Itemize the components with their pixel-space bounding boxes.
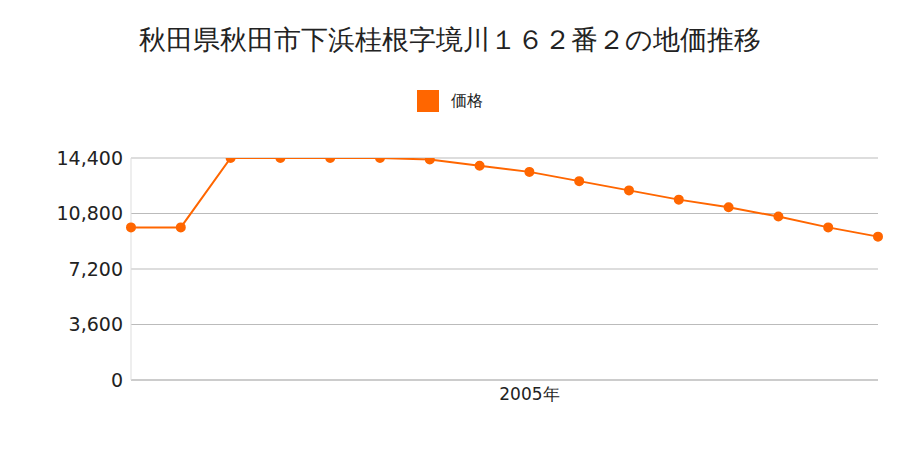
html-text:価格: 価格 [451,90,483,110]
svg-text:14,400: 14,400 [57,147,123,169]
svg-text:3,600: 3,600 [69,313,123,335]
svg-text:2005年: 2005年 [499,384,559,404]
svg-text:0: 0 [111,369,123,391]
html-text:秋田県秋田市下浜桂根字境川１６２番２の地価推移: 秋田県秋田市下浜桂根字境川１６２番２の地価推移 [139,24,761,55]
svg-text:10,800: 10,800 [57,202,123,224]
svg-text:7,200: 7,200 [69,258,123,280]
